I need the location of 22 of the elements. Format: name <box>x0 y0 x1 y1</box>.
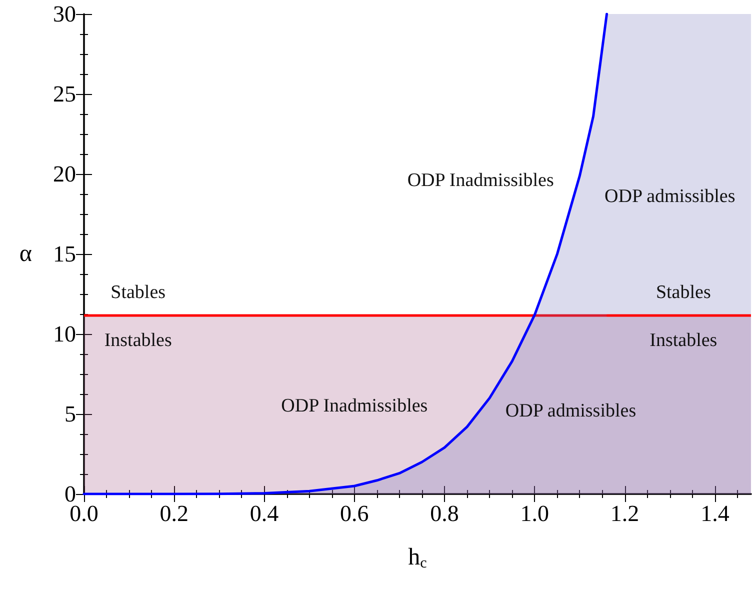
y-tick-label: 5 <box>64 402 76 426</box>
y-axis-title: α <box>19 241 32 267</box>
y-tick-label: 15 <box>53 242 76 266</box>
annotation: Stables <box>656 282 711 303</box>
annotation: ODP Inadmissibles <box>281 396 428 416</box>
y-tick-label: 25 <box>53 82 76 106</box>
annotation: Instables <box>650 330 718 351</box>
y-tick-label: 20 <box>53 162 76 186</box>
x-tick-label: 1.2 <box>610 501 640 526</box>
annotation: Instables <box>104 330 172 351</box>
x-tick-label: 0.2 <box>160 501 189 526</box>
annotation: ODP admissibles <box>604 186 736 207</box>
annotation: ODP admissibles <box>505 400 636 422</box>
x-tick-label: 0.8 <box>430 501 459 526</box>
x-tick-label: 1.0 <box>520 501 550 526</box>
x-tick-label: 0.6 <box>340 501 369 526</box>
x-tick-label: 1.4 <box>700 501 730 526</box>
annotation: ODP Inadmissibles <box>407 170 554 191</box>
annotation: Stables <box>110 282 166 303</box>
x-tick-label: 0.4 <box>250 501 280 526</box>
y-tick-label: 10 <box>53 322 76 346</box>
y-tick-label: 30 <box>53 2 76 26</box>
